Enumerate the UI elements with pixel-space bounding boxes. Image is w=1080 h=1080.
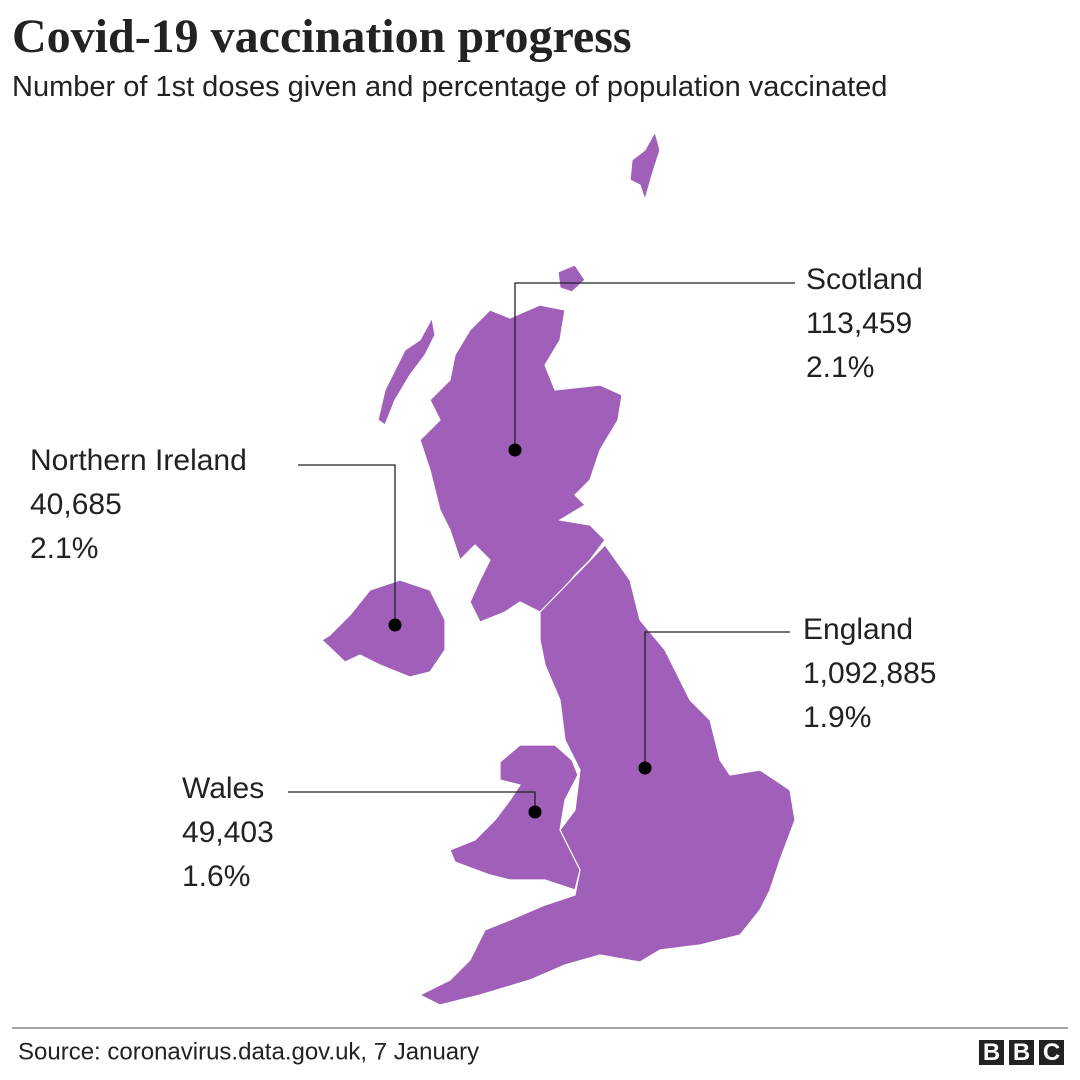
doses: 113,459 — [806, 307, 912, 340]
northern-ireland — [321, 579, 446, 678]
logo-block — [1009, 1040, 1034, 1065]
western-isles — [377, 316, 436, 426]
source: Source: coronavirus.data.gov.uk, 7 Janua… — [18, 1038, 479, 1065]
region-name: Northern Ireland — [30, 444, 247, 477]
map — [321, 130, 796, 1006]
wales — [449, 744, 581, 891]
shetland — [629, 130, 661, 203]
bbc-logo: B B C — [979, 1039, 1064, 1066]
leader-line — [644, 631, 790, 768]
orkney — [557, 264, 586, 293]
logo-block — [1039, 1040, 1064, 1065]
leader-line — [298, 464, 396, 625]
percent: 1.6% — [182, 860, 250, 893]
title: Covid-19 vaccination progress — [12, 10, 632, 63]
region-name: Scotland — [806, 263, 923, 296]
scotland — [419, 304, 623, 623]
england — [418, 544, 796, 1006]
marker — [508, 443, 522, 457]
leaders — [288, 282, 795, 819]
ni-label: Northern Ireland 40,685 2.1% — [30, 444, 247, 565]
marker — [528, 805, 542, 819]
marker — [388, 618, 402, 632]
logo-letter: B — [1013, 1039, 1030, 1066]
logo-letter: C — [1043, 1039, 1060, 1066]
leader-line — [514, 282, 795, 450]
leader-line — [288, 791, 536, 812]
percent: 2.1% — [30, 532, 98, 565]
doses: 1,092,885 — [803, 657, 936, 690]
percent: 1.9% — [803, 701, 871, 734]
scotland-label: Scotland 113,459 2.1% — [806, 263, 923, 384]
marker — [638, 761, 652, 775]
logo-letter: B — [983, 1039, 1000, 1066]
doses: 40,685 — [30, 488, 122, 521]
wales-label: Wales 49,403 1.6% — [182, 772, 274, 893]
region-name: Wales — [182, 772, 264, 805]
england-label: England 1,092,885 1.9% — [803, 613, 936, 734]
doses: 49,403 — [182, 816, 274, 849]
percent: 2.1% — [806, 351, 874, 384]
region-name: England — [803, 613, 913, 646]
logo-block — [979, 1040, 1004, 1065]
subtitle: Number of 1st doses given and percentage… — [12, 71, 887, 103]
